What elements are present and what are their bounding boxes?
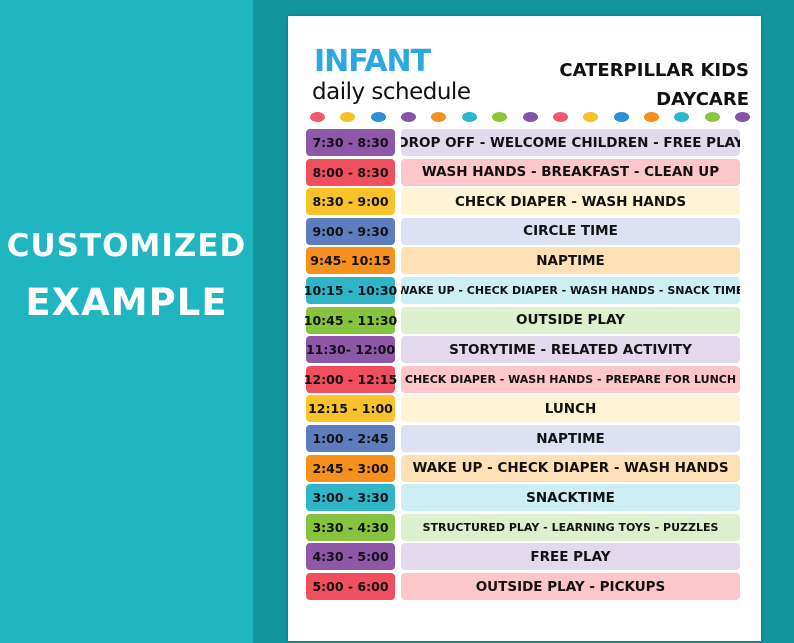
activity-label: OUTSIDE PLAY - PICKUPS (401, 573, 740, 600)
schedule-sheet: INFANT daily schedule CATERPILLAR KIDS D… (288, 16, 761, 641)
activity-label: STRUCTURED PLAY - LEARNING TOYS - PUZZLE… (401, 513, 740, 541)
time-slot: 3:00 - 3:30 (306, 484, 395, 512)
activity-label: NAPTIME (401, 247, 740, 275)
time-slot: 8:30 - 9:00 (306, 188, 395, 216)
color-dot (461, 112, 477, 122)
schedule-title: INFANT (314, 44, 431, 79)
activity-label: WAKE UP - CHECK DIAPER - WASH HANDS - SN… (401, 277, 740, 304)
activity-label: OUTSIDE PLAY (401, 306, 740, 334)
activity-label: STORYTIME - RELATED ACTIVITY (401, 336, 740, 364)
time-slot: 10:45 - 11:30 (304, 306, 397, 334)
customized-label: CUSTOMIZED (6, 228, 247, 264)
color-dot (613, 112, 629, 122)
color-dot (674, 112, 690, 122)
activity-label: WAKE UP - CHECK DIAPER - WASH HANDS (401, 454, 740, 482)
color-dot (340, 112, 356, 122)
color-dot (583, 112, 599, 122)
color-dot (401, 112, 417, 122)
time-slot: 1:00 - 2:45 (306, 425, 395, 452)
daycare-name-line2: DAYCARE (656, 89, 749, 110)
daycare-name-line1: CATERPILLAR KIDS (559, 60, 749, 81)
color-dot (370, 112, 386, 122)
time-slot: 9:00 - 9:30 (306, 217, 395, 245)
activity-label: CHECK DIAPER - WASH HANDS (401, 188, 740, 216)
color-dot (431, 112, 447, 122)
activity-label: CHECK DIAPER - WASH HANDS - PREPARE FOR … (401, 365, 740, 393)
activity-label: SNACKTIME (401, 484, 740, 512)
color-dot (643, 112, 659, 122)
activity-label: FREE PLAY (401, 543, 740, 571)
color-dot (492, 112, 508, 122)
color-dot (735, 112, 750, 122)
activity-label: DROP OFF - WELCOME CHILDREN - FREE PLAY (401, 129, 740, 156)
time-slot: 5:00 - 6:00 (306, 573, 395, 600)
time-slot: 8:00 - 8:30 (306, 158, 395, 186)
activity-label: NAPTIME (401, 425, 740, 452)
color-dot (310, 112, 325, 122)
color-dot (522, 112, 538, 122)
schedule-subtitle: daily schedule (312, 79, 471, 105)
time-slot: 3:30 - 4:30 (306, 513, 395, 541)
color-dot (704, 112, 720, 122)
activity-label: LUNCH (401, 395, 740, 423)
time-slot: 12:00 - 12:15 (304, 365, 397, 393)
activity-label: CIRCLE TIME (401, 217, 740, 245)
time-slot: 10:15 - 10:30 (304, 277, 397, 304)
decorative-dots (310, 112, 750, 122)
time-slot: 9:45- 10:15 (306, 247, 395, 275)
daycare-name: CATERPILLAR KIDS DAYCARE (559, 56, 749, 114)
example-label: EXAMPLE (25, 281, 228, 324)
time-slot: 12:15 - 1:00 (306, 395, 395, 423)
activity-label: WASH HANDS - BREAKFAST - CLEAN UP (401, 158, 740, 186)
time-slot: 2:45 - 3:00 (306, 454, 395, 482)
time-slot: 7:30 - 8:30 (306, 129, 395, 156)
color-dot (552, 112, 568, 122)
time-slot: 11:30- 12:00 (306, 336, 395, 364)
time-slot: 4:30 - 5:00 (306, 543, 395, 571)
left-panel: CUSTOMIZED EXAMPLE (0, 0, 253, 643)
